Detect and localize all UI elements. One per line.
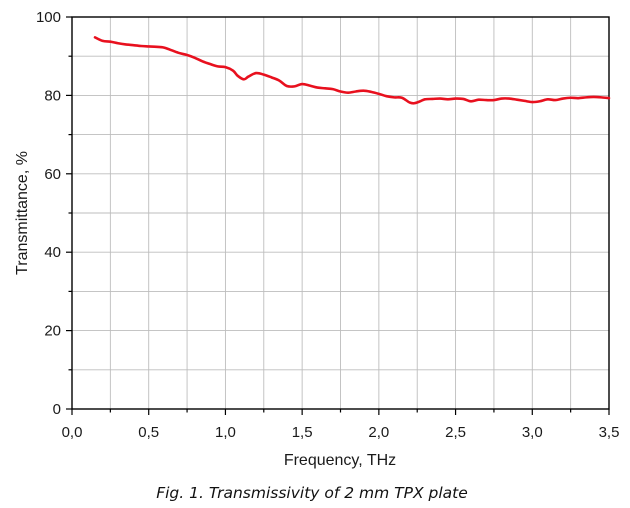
x-tick-label: 0,5 bbox=[138, 424, 159, 441]
y-axis-title: Transmittance, % bbox=[14, 151, 31, 275]
y-tick-label: 60 bbox=[44, 166, 61, 183]
x-axis-title: Frequency, THz bbox=[284, 452, 396, 469]
x-tick-label: 0,0 bbox=[62, 424, 83, 441]
x-tick-label: 1,5 bbox=[292, 424, 313, 441]
figure-caption: Fig. 1. Transmissivity of 2 mm TPX plate bbox=[156, 484, 468, 502]
x-tick-label: 3,0 bbox=[522, 424, 543, 441]
transmittance-series-line bbox=[93, 36, 611, 105]
x-tick-label: 2,5 bbox=[445, 424, 466, 441]
axis-ticks bbox=[66, 16, 610, 415]
grid bbox=[72, 17, 609, 409]
y-tick-labels: 0 20 40 60 80 100 bbox=[36, 9, 61, 418]
y-tick-label: 20 bbox=[44, 323, 61, 340]
x-tick-label: 1,0 bbox=[215, 424, 236, 441]
x-tick-label: 2,0 bbox=[368, 424, 389, 441]
y-tick-label: 0 bbox=[53, 401, 61, 418]
y-tick-label: 80 bbox=[44, 87, 61, 104]
x-tick-label: 3,5 bbox=[599, 424, 620, 441]
y-tick-label: 40 bbox=[44, 244, 61, 261]
x-tick-labels: 0,0 0,5 1,0 1,5 2,0 2,5 3,0 3,5 bbox=[62, 424, 620, 441]
y-tick-label: 100 bbox=[36, 9, 61, 26]
